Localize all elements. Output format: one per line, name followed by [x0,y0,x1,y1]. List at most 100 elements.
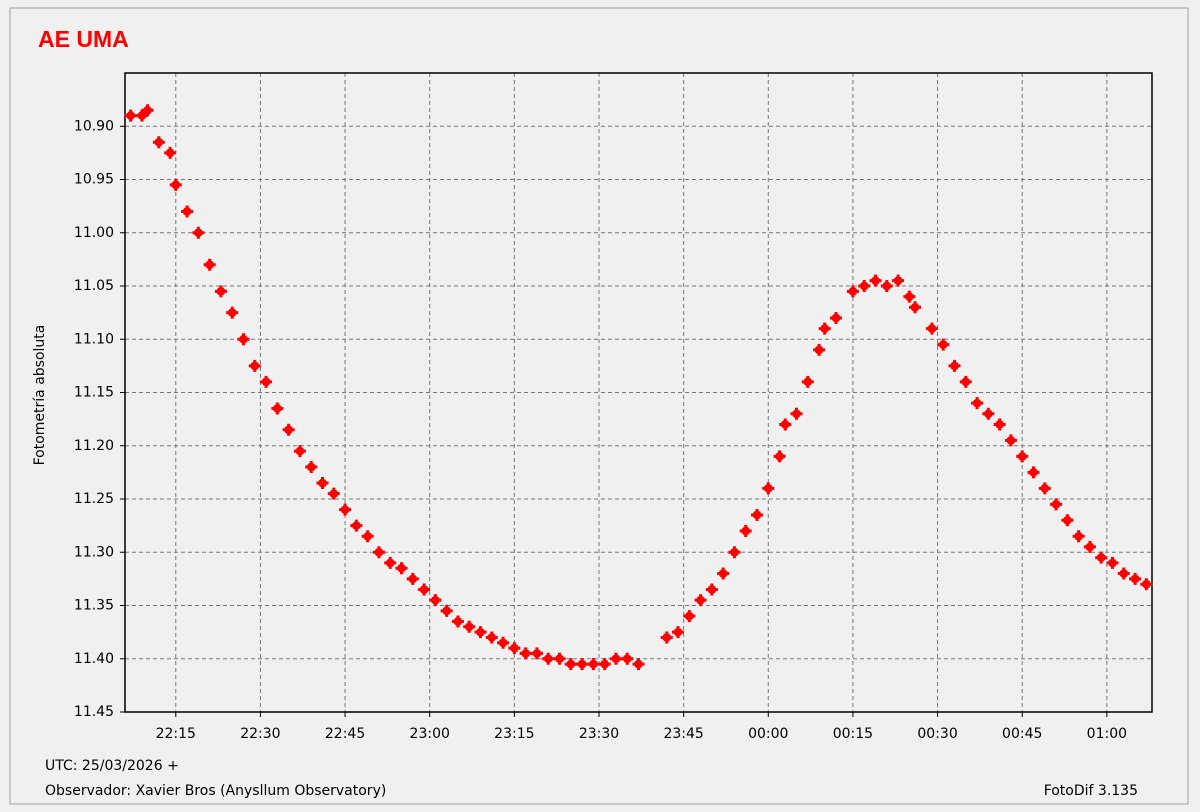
data-point [164,146,177,159]
y-tick-label: 11.20 [74,438,114,454]
x-tick-label: 23:15 [494,726,534,742]
data-point [846,285,859,298]
data-point [959,375,972,388]
data-point [1140,578,1153,591]
data-point [982,407,995,420]
y-axis-label: Fotometría absoluta [32,325,48,466]
data-point [418,583,431,596]
data-point [237,333,250,346]
data-point [192,226,205,239]
data-point [1117,567,1130,580]
y-tick-label: 11.00 [74,225,114,241]
x-tick-label: 00:15 [833,726,873,742]
data-point [372,546,385,559]
data-point [124,109,137,122]
data-point [135,109,148,122]
data-point [1106,556,1119,569]
data-point [830,311,842,324]
data-point [903,290,916,303]
data-point [609,652,622,665]
data-point [1072,530,1085,543]
data-point [1038,482,1051,495]
data-point [395,562,408,575]
y-tick-label: 11.10 [74,331,114,347]
data-point [587,658,600,671]
data-point [429,594,442,607]
data-point [751,508,763,521]
data-point [485,631,498,644]
data-point [564,658,577,671]
data-point [683,610,696,623]
data-point [530,647,543,660]
data-point [305,461,318,474]
data-point [463,620,476,633]
data-point [542,652,555,665]
data-point [909,301,921,314]
data-point [327,487,340,500]
y-tick-label: 11.35 [74,598,114,614]
data-point [384,556,397,569]
data-point [203,258,216,271]
chart-title: AE UMA [38,26,129,52]
data-point [621,652,634,665]
data-point [406,572,419,585]
data-point [971,397,984,410]
x-tick-label: 22:30 [240,726,280,742]
y-tick-label: 10.90 [74,118,114,134]
plot-frame [124,72,1153,713]
data-point [739,524,752,537]
data-point [813,343,826,356]
data-point [672,626,684,639]
y-tick-label: 11.40 [74,651,114,667]
data-point [762,482,775,495]
x-tick-label: 00:45 [1002,726,1042,742]
data-point [925,322,938,335]
data-point [773,450,786,463]
data-point [169,178,182,191]
data-point [993,418,1006,431]
data-point [141,104,154,117]
software-note: FotoDif 3.135 [1044,783,1138,799]
data-point [361,530,374,543]
data-point [818,322,831,335]
data-point [497,636,510,649]
x-tick-label: 23:30 [579,726,619,742]
data-point [937,338,950,351]
data-point [282,423,295,436]
data-point [553,652,566,665]
y-tick-label: 11.45 [74,704,114,720]
data-point [632,658,645,671]
utc-note: UTC: 25/03/2026 + [45,758,179,774]
data-point [1016,450,1029,463]
data-point [660,631,673,644]
observer-note: Observador: Xavier Bros (Anysllum Observ… [45,783,386,799]
data-point [728,546,741,559]
x-tick-label: 01:00 [1087,726,1127,742]
x-tick-label: 22:15 [156,726,196,742]
data-point [779,418,792,431]
data-point [508,642,521,655]
data-point [694,594,707,607]
data-point [152,136,165,149]
data-point [181,205,194,218]
data-point [260,375,273,388]
data-point [440,604,453,617]
data-point [316,477,329,490]
data-point [717,567,730,580]
x-tick-label: 22:45 [325,726,365,742]
data-point [598,658,611,671]
x-tick-label: 23:00 [410,726,450,742]
data-point [880,280,893,292]
data-point [1004,434,1017,447]
data-point [1061,514,1074,527]
data-point [519,647,532,660]
y-tick-label: 11.05 [74,278,114,294]
data-point [858,280,871,292]
points [124,104,1153,671]
data-point [271,402,284,415]
x-tick-label: 00:00 [748,726,788,742]
data-point [1129,572,1142,585]
data-point [705,583,718,596]
data-point [248,359,261,372]
